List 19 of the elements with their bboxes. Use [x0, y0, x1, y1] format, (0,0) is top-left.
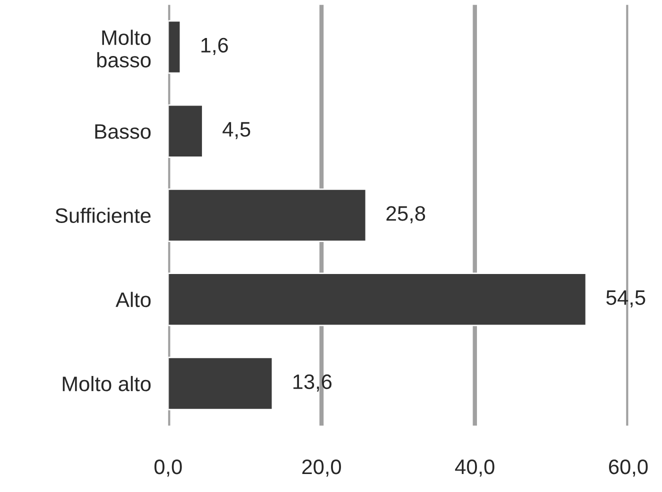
bar: [168, 20, 182, 74]
y-tick-label: Basso: [95, 124, 151, 139]
data-label: 25,8: [386, 206, 426, 224]
bar: [168, 272, 587, 326]
data-label: 4,5: [222, 122, 250, 140]
data-label: 1,6: [201, 38, 228, 56]
data-label: 13,6: [293, 374, 332, 392]
x-tick-label: 0,0: [154, 459, 182, 477]
y-tick-label: Alto: [116, 292, 151, 308]
y-tick-label: Molto alto: [62, 376, 151, 392]
data-label: 54,5: [606, 290, 646, 308]
bar: [168, 104, 204, 158]
x-tick-label: 40,0: [455, 459, 494, 477]
x-tick-label: 20,0: [302, 459, 341, 477]
x-tick-label: 60,0: [609, 459, 648, 477]
y-tick-label: Sufficiente: [56, 208, 151, 224]
y-tick-label: Molto basso: [97, 30, 151, 68]
bar: [168, 188, 367, 242]
bar: [168, 356, 274, 410]
